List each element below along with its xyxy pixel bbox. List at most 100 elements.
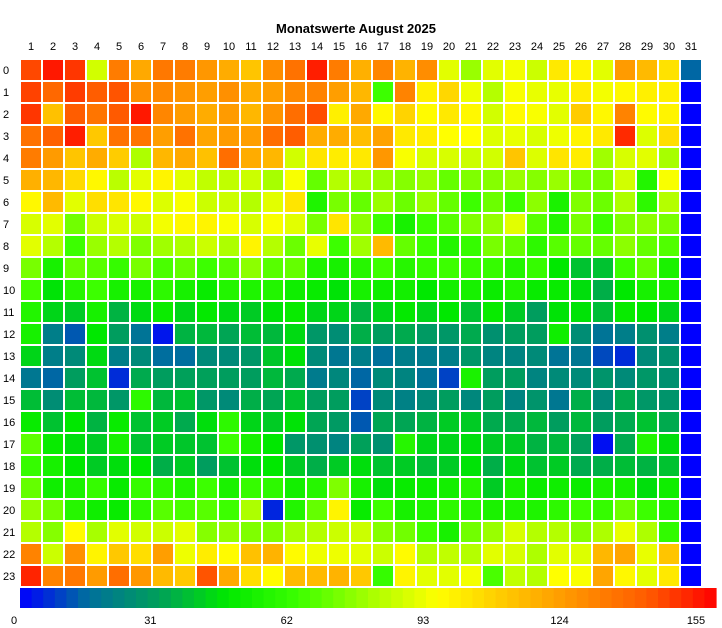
heatmap-cell (417, 258, 437, 278)
heatmap-cell (263, 170, 283, 190)
heatmap-cell (659, 126, 679, 146)
heatmap-cell (87, 126, 107, 146)
heatmap-cell (373, 60, 393, 80)
heatmap-cell (87, 522, 107, 542)
heatmap-cell (241, 522, 261, 542)
heatmap-cell (637, 324, 657, 344)
heatmap-cell (571, 456, 591, 476)
heatmap-cell (593, 346, 613, 366)
heatmap-cell (351, 500, 371, 520)
heatmap-cell (615, 214, 635, 234)
heatmap-cell (615, 522, 635, 542)
heatmap-cell (329, 324, 349, 344)
heatmap-cell (571, 346, 591, 366)
heatmap-cell (241, 456, 261, 476)
heatmap-cell (527, 412, 547, 432)
heatmap-cell (263, 192, 283, 212)
heatmap-cell (263, 478, 283, 498)
heatmap-cell (307, 60, 327, 80)
heatmap-cell (241, 82, 261, 102)
heatmap-cell (131, 148, 151, 168)
heatmap-cell (373, 434, 393, 454)
heatmap-cell (549, 192, 569, 212)
colorbar-segment (391, 588, 404, 608)
heatmap-cell (329, 236, 349, 256)
heatmap-cell (593, 214, 613, 234)
heatmap-cell (461, 82, 481, 102)
heatmap-cell (43, 192, 63, 212)
heatmap-cell (373, 456, 393, 476)
heatmap-cell (527, 434, 547, 454)
heatmap-cell (131, 346, 151, 366)
x-tick-label: 22 (487, 41, 499, 53)
heatmap-cell (483, 456, 503, 476)
heatmap-cell (549, 346, 569, 366)
colorbar-segment (54, 588, 67, 608)
heatmap-cell (505, 148, 525, 168)
heatmap-cell (241, 60, 261, 80)
y-tick-label: 20 (3, 505, 15, 517)
colorbar-segment (495, 588, 508, 608)
heatmap-cell (285, 456, 305, 476)
heatmap-cell (373, 236, 393, 256)
heatmap-cell (439, 412, 459, 432)
heatmap-cell (175, 82, 195, 102)
heatmap-cell (505, 566, 525, 586)
heatmap-cell (21, 280, 41, 300)
heatmap-cell (659, 104, 679, 124)
heatmap-cell (615, 192, 635, 212)
heatmap-cell (549, 280, 569, 300)
heatmap-cell (615, 302, 635, 322)
heatmap-cell (241, 434, 261, 454)
heatmap-cell (461, 214, 481, 234)
heatmap-cell (571, 60, 591, 80)
heatmap-cell (43, 368, 63, 388)
heatmap-cell (307, 390, 327, 410)
heatmap-cell (505, 478, 525, 498)
heatmap-cell (307, 566, 327, 586)
heatmap-cell (197, 126, 217, 146)
heatmap-cell (483, 324, 503, 344)
y-tick-label: 18 (3, 461, 15, 473)
heatmap-cell (351, 214, 371, 234)
heatmap-cell (241, 412, 261, 432)
heatmap-cell (87, 368, 107, 388)
heatmap-cell (131, 258, 151, 278)
heatmap-cell (175, 412, 195, 432)
heatmap-cell (417, 390, 437, 410)
heatmap-cell (681, 412, 701, 432)
heatmap-cell (109, 544, 129, 564)
heatmap-cell (153, 280, 173, 300)
heatmap-cell (351, 412, 371, 432)
heatmap-cell (571, 82, 591, 102)
colorbar-segment (669, 588, 682, 608)
heatmap-cell (285, 390, 305, 410)
colorbar-segment (298, 588, 311, 608)
heatmap-cell (549, 82, 569, 102)
heatmap-cell (153, 522, 173, 542)
y-tick-label: 8 (3, 241, 9, 253)
heatmap-cell (197, 566, 217, 586)
heatmap-cell (175, 522, 195, 542)
heatmap-cell (505, 192, 525, 212)
heatmap-cell (307, 346, 327, 366)
heatmap-cell (593, 82, 613, 102)
colorbar-segment (507, 588, 520, 608)
y-tick-label: 0 (3, 65, 9, 77)
heatmap-cell (153, 324, 173, 344)
heatmap-cell (351, 324, 371, 344)
colorbar-segment (344, 588, 357, 608)
heatmap-cell (43, 346, 63, 366)
heatmap-cell (21, 434, 41, 454)
heatmap-cell (549, 104, 569, 124)
heatmap-cell (659, 346, 679, 366)
heatmap-cell (395, 456, 415, 476)
heatmap-cell (659, 522, 679, 542)
x-tick-label: 10 (223, 41, 235, 53)
heatmap-cell (241, 390, 261, 410)
heatmap-cell (593, 104, 613, 124)
heatmap-cell (395, 324, 415, 344)
heatmap-cell (285, 412, 305, 432)
heatmap-cell (109, 170, 129, 190)
heatmap-cell (637, 214, 657, 234)
